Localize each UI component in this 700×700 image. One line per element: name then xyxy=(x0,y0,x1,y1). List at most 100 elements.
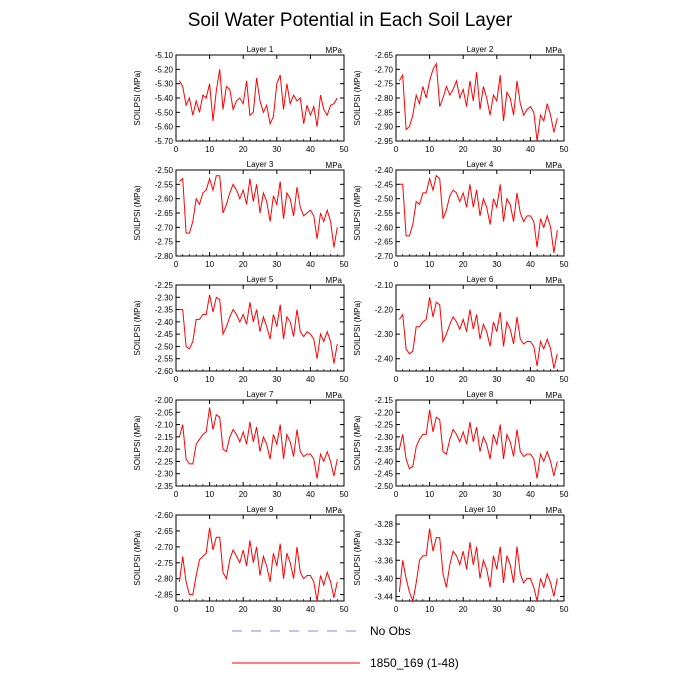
y-tick-label: -2.40 xyxy=(375,355,394,364)
x-tick-label: 30 xyxy=(272,490,281,499)
panel-title: Layer 1 xyxy=(247,45,274,54)
x-tick-label: 10 xyxy=(425,605,434,614)
x-tick-label: 30 xyxy=(272,260,281,269)
plot-frame xyxy=(395,284,565,372)
units-label: MPa xyxy=(546,46,563,55)
panel-title: Layer 9 xyxy=(247,505,274,514)
y-tick-label: -2.70 xyxy=(375,65,394,74)
y-tick-label: -2.35 xyxy=(155,306,174,315)
y-tick-label: -2.70 xyxy=(375,252,394,261)
y-tick-label: -2.65 xyxy=(375,238,394,247)
series-line xyxy=(179,175,338,248)
y-tick-label: -2.60 xyxy=(155,511,174,520)
units-label: MPa xyxy=(546,506,563,515)
x-tick-label: 20 xyxy=(459,375,468,384)
y-tick-label: -5.70 xyxy=(155,137,174,146)
x-tick-label: 30 xyxy=(272,375,281,384)
y-tick-label: -2.10 xyxy=(155,421,174,430)
x-tick-label: 10 xyxy=(425,260,434,269)
y-tick-label: -2.55 xyxy=(375,209,394,218)
y-axis-label: SOILPSI (MPa) xyxy=(353,70,362,125)
y-tick-label: -2.10 xyxy=(375,281,394,290)
plot-frame xyxy=(175,514,345,602)
y-axis-label: SOILPSI (MPa) xyxy=(133,185,142,240)
y-tick-label: -5.10 xyxy=(155,51,174,60)
y-tick-label: -2.55 xyxy=(155,180,174,189)
units-label: MPa xyxy=(326,276,343,285)
y-tick-label: -2.15 xyxy=(375,396,394,405)
x-tick-label: 40 xyxy=(526,375,535,384)
x-tick-label: 20 xyxy=(459,490,468,499)
panel-layer-10: Layer 10 MPa SOILPSI (MPa) 0 10 20 30 40 50 -3.28… xyxy=(353,505,569,614)
x-tick-label: 40 xyxy=(526,145,535,154)
y-axis-label: SOILPSI (MPa) xyxy=(353,415,362,470)
y-tick-label: -2.50 xyxy=(375,195,394,204)
panel-layer-2: Layer 2 MPa SOILPSI (MPa) 0 10 20 30 40 50 -2.65 -… xyxy=(353,45,569,154)
y-axis-label: SOILPSI (MPa) xyxy=(133,70,142,125)
x-tick-label: 0 xyxy=(394,605,399,614)
panel-layer-9: Layer 9 MPa SOILPSI (MPa) 0 10 20 30 40 50 -2.60 -… xyxy=(133,505,349,614)
x-tick-label: 50 xyxy=(560,375,569,384)
y-tick-label: -2.35 xyxy=(375,445,394,454)
y-tick-label: -2.20 xyxy=(375,306,394,315)
x-tick-label: 50 xyxy=(340,145,349,154)
panel-title: Layer 6 xyxy=(467,275,494,284)
series-line xyxy=(178,69,338,127)
panel-title: Layer 5 xyxy=(247,275,274,284)
x-tick-label: 40 xyxy=(526,260,535,269)
x-tick-label: 40 xyxy=(306,375,315,384)
x-tick-label: 10 xyxy=(425,490,434,499)
y-tick-label: -2.25 xyxy=(375,421,394,430)
x-tick-label: 20 xyxy=(239,145,248,154)
x-tick-label: 10 xyxy=(205,490,214,499)
legend-series-label: 1850_169 (1-48) xyxy=(370,656,459,670)
panel-layer-6: Layer 6 MPa SOILPSI (MPa) 0 10 20 30 40 50 -2.10 -… xyxy=(353,275,569,384)
y-axis-label: SOILPSI (MPa) xyxy=(353,185,362,240)
y-axis-label: SOILPSI (MPa) xyxy=(133,300,142,355)
units-label: MPa xyxy=(326,46,343,55)
x-tick-label: 30 xyxy=(492,605,501,614)
panel-title: Layer 7 xyxy=(247,390,274,399)
units-label: MPa xyxy=(546,276,563,285)
x-tick-label: 30 xyxy=(272,145,281,154)
y-tick-label: -2.45 xyxy=(155,330,174,339)
x-tick-label: 40 xyxy=(306,145,315,154)
y-tick-label: -2.80 xyxy=(155,575,174,584)
x-tick-label: 30 xyxy=(272,605,281,614)
x-tick-label: 50 xyxy=(340,260,349,269)
y-tick-label: -5.50 xyxy=(155,108,174,117)
panel-title: Layer 4 xyxy=(467,160,494,169)
panel-layer-4: Layer 4 MPa SOILPSI (MPa) 0 10 20 30 40 50 -2.40 -… xyxy=(353,160,569,269)
y-tick-label: -3.36 xyxy=(375,556,394,565)
y-tick-label: -2.20 xyxy=(155,445,174,454)
y-tick-label: -2.00 xyxy=(155,396,174,405)
series-line xyxy=(398,409,558,479)
x-tick-label: 20 xyxy=(239,605,248,614)
legend: No Obs 1850_169 (1-48) xyxy=(232,624,459,670)
y-tick-label: -2.40 xyxy=(375,166,394,175)
y-tick-label: -2.25 xyxy=(155,281,174,290)
x-tick-label: 50 xyxy=(340,490,349,499)
y-tick-label: -5.20 xyxy=(155,65,174,74)
y-tick-label: -2.50 xyxy=(155,342,174,351)
x-tick-label: 20 xyxy=(459,260,468,269)
x-tick-label: 50 xyxy=(560,260,569,269)
panel-title: Layer 2 xyxy=(467,45,494,54)
x-tick-label: 40 xyxy=(526,490,535,499)
x-tick-label: 20 xyxy=(459,605,468,614)
x-tick-label: 50 xyxy=(560,490,569,499)
units-label: MPa xyxy=(546,161,563,170)
y-tick-label: -2.30 xyxy=(155,293,174,302)
x-tick-label: 20 xyxy=(239,490,248,499)
x-tick-label: 40 xyxy=(306,605,315,614)
y-axis-label: SOILPSI (MPa) xyxy=(353,530,362,585)
panels-grid: Layer 1 MPa SOILPSI (MPa) 0 10 20 30 40 50 -5.10 -… xyxy=(133,45,569,614)
y-tick-label: -2.65 xyxy=(155,527,174,536)
x-tick-label: 30 xyxy=(492,490,501,499)
units-label: MPa xyxy=(546,391,563,400)
y-tick-label: -5.40 xyxy=(155,94,174,103)
x-tick-label: 20 xyxy=(239,260,248,269)
series-line xyxy=(398,61,558,142)
y-tick-label: -2.50 xyxy=(155,166,174,175)
